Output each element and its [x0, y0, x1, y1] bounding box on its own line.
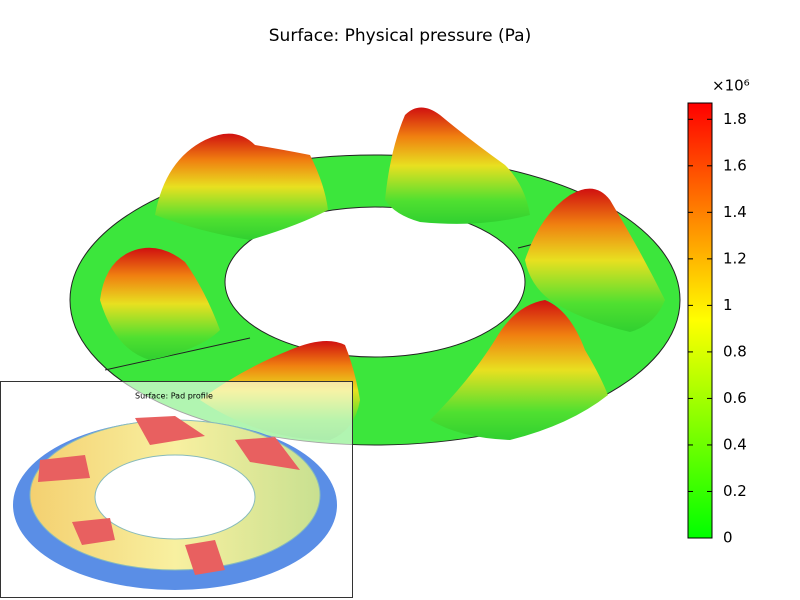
colorbar-tick-label: 0.2 — [723, 482, 747, 500]
inset-pad-edge — [185, 540, 225, 575]
colorbar-scale-label: ×10⁶ — [712, 77, 750, 95]
pad — [385, 107, 530, 224]
ring-seam — [104, 337, 251, 371]
pad — [155, 133, 328, 240]
colorbar-tick-label: 1.4 — [723, 203, 747, 221]
pad — [525, 188, 665, 332]
colorbar-tick-label: 0.6 — [723, 389, 747, 407]
inset-pad-edge — [72, 518, 115, 545]
pad — [430, 300, 608, 440]
colorbar-tick-label: 0.4 — [723, 435, 747, 453]
colorbar — [687, 102, 713, 539]
colorbar-tick-label: 0 — [723, 529, 733, 547]
inset: Surface: Pad profile — [0, 381, 353, 598]
colorbar-tick-label: 1.6 — [723, 156, 747, 174]
colorbar-tick-label: 0.8 — [723, 342, 747, 360]
colorbar-tick-label: 1.8 — [723, 110, 747, 128]
inset-pad-edge — [38, 455, 90, 482]
inset-title: Surface: Pad profile — [135, 392, 213, 401]
pad — [100, 247, 220, 360]
colorbar-tick-label: 1.2 — [723, 249, 747, 267]
chart-title: Surface: Physical pressure (Pa) — [269, 26, 531, 46]
inset-pad-edge — [135, 416, 205, 445]
colorbar-tick-label: 1 — [723, 296, 733, 314]
inset-pad-edge — [235, 437, 300, 470]
